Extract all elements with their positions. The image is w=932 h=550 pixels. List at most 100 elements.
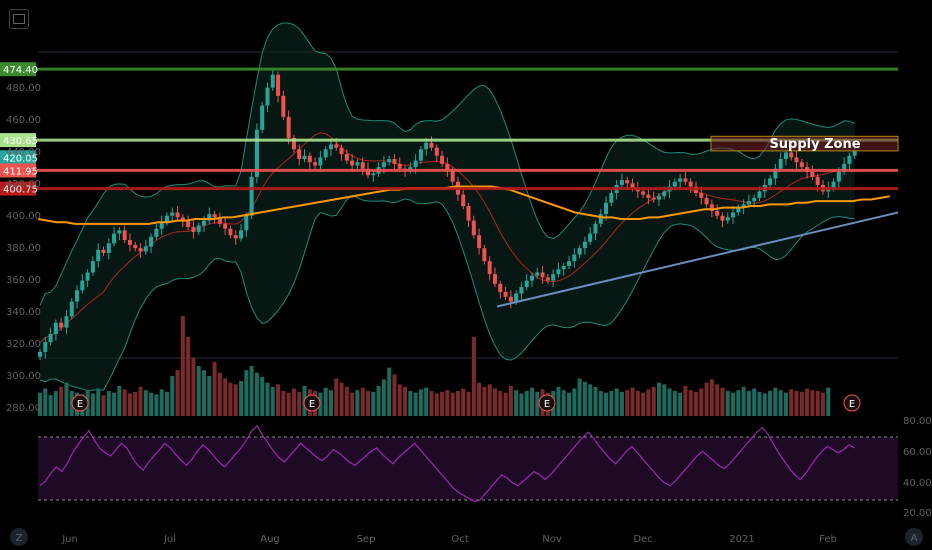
candle-body	[630, 183, 635, 189]
volume-bar	[572, 388, 577, 416]
price-level-badge	[0, 150, 36, 165]
candle-body	[545, 277, 550, 281]
candle-body	[339, 147, 344, 155]
candle-body	[408, 167, 413, 171]
volume-bar	[641, 392, 646, 416]
y-tick-label: 480.00	[6, 83, 41, 94]
candle-body	[286, 116, 291, 138]
candle-body	[842, 163, 847, 172]
rsi-band-fill	[38, 437, 898, 500]
candle-body	[466, 206, 471, 221]
y-tick-label: 360.00	[6, 275, 41, 286]
candle-body	[355, 162, 360, 166]
auto-scale-icon	[905, 528, 923, 546]
candle-body	[223, 223, 228, 229]
volume-bar	[487, 384, 492, 416]
supply-zone-label: Supply Zone	[769, 137, 860, 152]
earnings-marker	[843, 394, 861, 412]
volume-bar	[376, 386, 381, 416]
volume-bar	[360, 387, 365, 416]
rsi-tick-label: 60.00	[903, 447, 932, 458]
y-tick-label: 420.00	[6, 179, 41, 190]
price-level-label: 474.40	[3, 65, 38, 76]
volume-bar	[683, 386, 688, 416]
candle-body	[164, 215, 169, 223]
volume-bar	[239, 381, 244, 416]
candle-body	[90, 261, 95, 273]
volume-bar	[244, 370, 249, 416]
volume-bar	[450, 392, 455, 416]
volume-bar	[567, 392, 572, 416]
bollinger-lower	[39, 195, 855, 392]
candle-body	[641, 191, 646, 195]
volume-bar	[106, 391, 111, 416]
candle-body	[498, 283, 503, 292]
volume-bar	[731, 392, 736, 416]
candle-body	[725, 217, 730, 221]
candle-body	[482, 248, 487, 262]
candle-body	[789, 152, 794, 158]
y-tick-label: 400.00	[6, 211, 41, 222]
volume-bar	[249, 366, 254, 416]
price-level-badge	[0, 163, 36, 178]
candle-body	[297, 149, 302, 159]
candle-body	[672, 181, 677, 187]
candle-body	[461, 194, 466, 206]
candle-body	[625, 180, 630, 184]
volume-bar	[619, 391, 624, 416]
candle-body	[318, 157, 323, 166]
chart-logo-icon	[9, 9, 29, 29]
candle-body	[651, 197, 656, 200]
supply-zone: Supply Zone	[710, 135, 899, 152]
volume-bar	[233, 384, 238, 416]
candle-body	[778, 158, 783, 169]
candle-body	[196, 225, 201, 232]
volume-bar	[365, 391, 371, 416]
volume-bar	[328, 390, 333, 416]
volume-bar	[746, 391, 751, 416]
candle-body	[191, 227, 196, 232]
x-tick-label: Oct	[451, 534, 468, 545]
volume-bar	[408, 391, 413, 416]
candle-body	[360, 162, 365, 169]
y-tick-label: 280.00	[6, 403, 41, 414]
volume-bar	[609, 391, 614, 416]
candle-body	[609, 193, 614, 203]
volume-bar	[826, 387, 831, 416]
volume-bar	[805, 388, 810, 416]
earnings-marker-label: E	[849, 399, 855, 410]
volume-bar	[768, 391, 773, 416]
candle-body	[106, 243, 111, 254]
price-level-label: 411.95	[3, 166, 38, 177]
candle-body	[260, 105, 265, 130]
candle-body	[445, 163, 450, 171]
volume-bar	[127, 393, 132, 416]
x-tick-label: Feb	[819, 534, 837, 545]
volume-bar	[180, 316, 185, 416]
volume-bar	[625, 390, 630, 416]
ascending-trendline	[496, 211, 899, 308]
volume-bar	[265, 382, 270, 416]
volume-bar	[646, 389, 651, 416]
candle-body	[96, 249, 101, 262]
volume-bar	[514, 390, 519, 416]
volume-bar	[254, 372, 259, 416]
candle-body	[217, 217, 222, 224]
volume-bar	[508, 386, 513, 416]
volume-bar	[143, 390, 148, 416]
candle-body	[69, 301, 74, 317]
volume-bar	[820, 392, 825, 416]
candle-body	[413, 160, 418, 168]
candle-body	[37, 351, 43, 357]
volume-bar	[64, 382, 69, 416]
volume-bar	[112, 392, 117, 416]
volume-bar	[762, 393, 767, 416]
x-tick-label: Nov	[542, 534, 562, 545]
candle-body	[487, 261, 492, 275]
candle-body	[572, 254, 577, 262]
volume-bar	[90, 393, 95, 416]
candle-body	[53, 322, 58, 335]
candle-body	[678, 178, 683, 182]
